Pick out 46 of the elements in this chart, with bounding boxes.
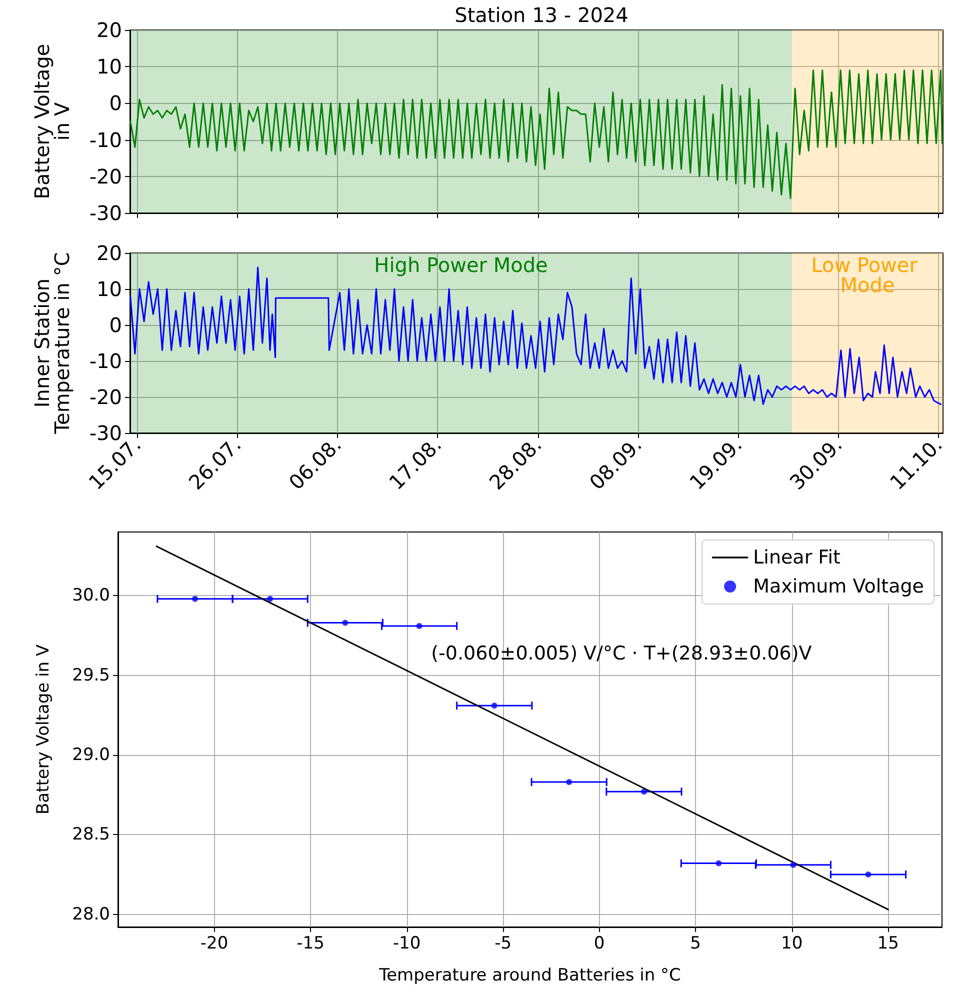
y-tick-label: -30: [89, 421, 122, 445]
annotation: (-0.060±0.005) V/°C · T+(28.93±0.06)V: [431, 642, 812, 664]
point: [716, 860, 722, 866]
y-axis-title: Battery Voltage in V: [30, 44, 74, 200]
x-tick-label: 10: [781, 934, 803, 954]
point: [267, 596, 274, 602]
point: [790, 862, 796, 868]
y-tick-label: -20: [89, 385, 122, 409]
y-tick-label: 28.0: [72, 904, 110, 924]
y-tick-label: 0: [109, 91, 122, 116]
y-tick-label: 29.0: [72, 744, 110, 765]
y-tick-label: 0: [109, 313, 122, 337]
x-tick-label: 5: [690, 934, 701, 954]
point: [491, 702, 498, 709]
y-tick-label: -30: [89, 201, 122, 225]
line-series: [130, 70, 943, 200]
x-tick-label: -5: [494, 934, 512, 954]
x-axis-title: Temperature around Batteries in °C: [378, 966, 681, 986]
y-tick-label: 20: [96, 18, 122, 42]
band-label: Low Power Mode: [811, 253, 924, 297]
x-tick-label: 15: [877, 934, 899, 954]
y-tick-label: -20: [89, 164, 122, 188]
y-tick-label: 10: [96, 54, 122, 79]
legend-label: Maximum Voltage: [753, 576, 924, 598]
y-tick-label: -10: [89, 128, 122, 152]
point: [342, 620, 348, 626]
x-tick-label: -10: [392, 934, 421, 954]
y-axis-title: Inner Station Temperature in °C: [30, 252, 74, 435]
legend-label: Linear Fit: [753, 546, 840, 568]
y-axis-title: Battery Voltage in V: [34, 644, 54, 815]
y-tick-label: -10: [89, 349, 122, 373]
point: [865, 871, 872, 878]
y-tick-label: 20: [96, 241, 122, 265]
x-tick-label: -20: [200, 934, 228, 954]
point: [566, 779, 572, 786]
y-tick-label: 10: [96, 277, 122, 301]
point: [192, 596, 198, 602]
y-tick-label: 30.0: [72, 586, 110, 606]
y-tick-label: 29.5: [72, 665, 110, 686]
chart-title: Station 13 - 2024: [454, 3, 628, 27]
x-tick-label: 0: [594, 934, 605, 954]
x-tick-label: -15: [296, 934, 324, 954]
point: [640, 788, 647, 795]
band-label: High Power Mode: [374, 253, 548, 277]
point: [416, 622, 422, 629]
y-tick-label: 28.5: [72, 824, 110, 845]
